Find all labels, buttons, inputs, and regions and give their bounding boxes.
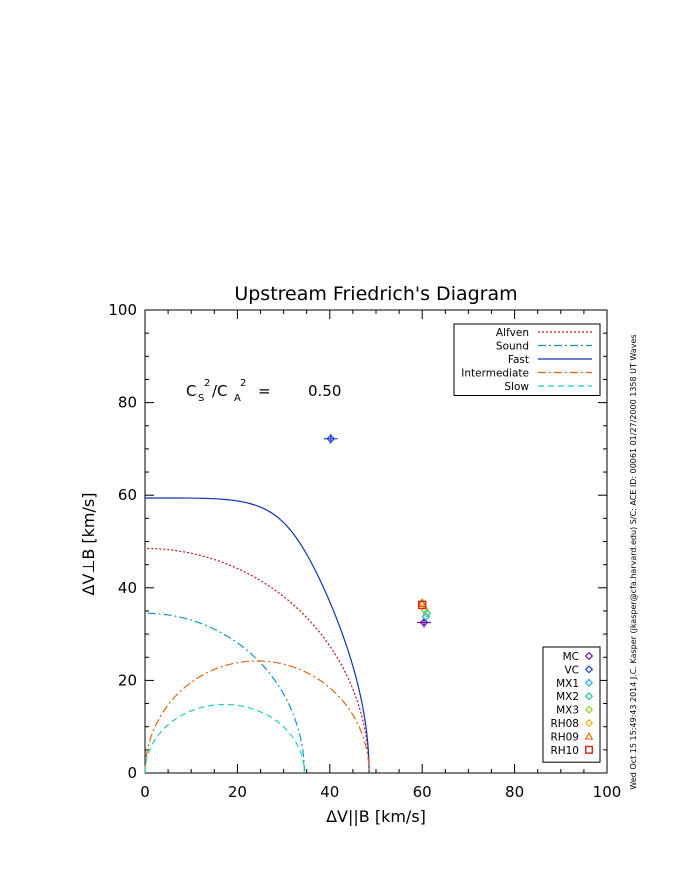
curve-legend-label: Sound [496,341,529,353]
curve-legend-box [453,323,601,396]
ratio-value: 0.50 [308,382,341,400]
point-vc [326,434,336,444]
marker-legend-label: MX3 [556,705,579,717]
point-mc [419,618,429,627]
marker-legend-symbol [584,731,594,740]
marker-legend-label: RH08 [550,718,579,730]
x-axis-label: ΔV||B [km/s] [326,807,426,826]
marker-legend-symbol [584,651,594,661]
x-tick-label: 20 [228,783,247,801]
marker-legend-symbol [584,665,594,674]
x-tick-label: 80 [505,783,524,801]
ratio-s-superscript: 2 [204,378,210,389]
curve-sound [144,612,305,774]
marker-legend-label: RH10 [550,745,579,757]
ratio-a-superscript: 2 [240,378,246,389]
ratio-slash: /C [212,382,228,400]
y-tick-label: 80 [118,394,137,412]
x-tick-label: 0 [140,783,150,801]
x-tick-label: 40 [320,783,339,801]
ratio-c-label: C [186,382,196,400]
plot-area: 0 20 40 60 80 100 0 20 40 60 80 100 [108,301,621,801]
ratio-a-subscript: A [234,393,241,404]
marker-legend-label: VC [564,664,579,676]
curve-legend-label: Alfven [496,327,529,339]
curve-legend-label: Intermediate [461,368,529,380]
marker-legend-symbol [584,705,594,714]
curve-intermediate [144,660,370,774]
marker-legend-symbol [584,678,594,687]
marker-legend-symbol [585,745,594,754]
ratio-equals: = [258,382,271,400]
sound-alfven-ratio-annotation: C S 2 /C A 2 = 0.50 [186,378,341,404]
marker-legend-symbol [584,718,594,728]
x-tick-label: 60 [413,783,432,801]
curve-alfven [144,547,370,774]
marker-legend-symbol [584,692,594,701]
y-axis-label: ΔV⊥B [km/s] [79,493,98,596]
y-tick-label: 0 [127,764,137,782]
marker-legend-label: MX2 [556,691,579,703]
point-rh09 [417,598,427,607]
chart-title: Upstream Friedrich's Diagram [234,283,517,305]
curve-slow [144,703,305,774]
marker-legend-box [542,646,601,763]
side-note: Wed Oct 15 15:49:43 2014 J.C. Kasper (jk… [629,334,638,789]
y-tick-label: 20 [118,671,137,689]
x-tick-label: 100 [593,783,622,801]
curve-legend-label: Slow [504,381,529,393]
y-tick-label: 40 [118,579,137,597]
y-tick-label: 60 [118,486,137,504]
marker-legend-label: MC [563,651,579,663]
point-mx2 [422,608,432,618]
ratio-s-subscript: S [198,393,204,404]
y-tick-label: 100 [108,301,137,319]
marker-legend-label: MX1 [556,678,579,690]
curve-fast [144,497,370,774]
marker-legend-label: RH09 [550,731,579,743]
point-rh10 [418,600,427,610]
curve-legend-label: Fast [508,354,529,366]
